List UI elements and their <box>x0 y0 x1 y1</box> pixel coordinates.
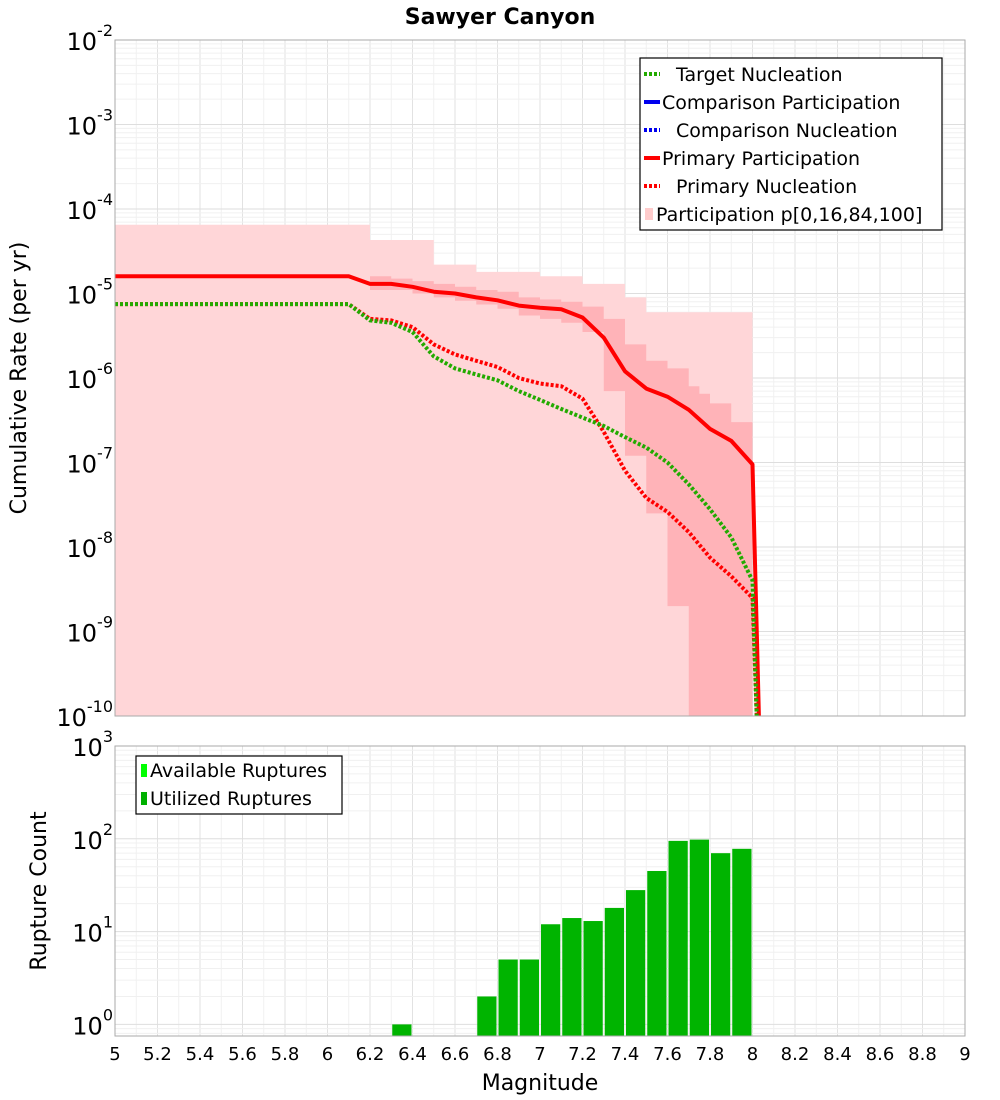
rate-legend: Target Nucleation Comparison Participatio… <box>639 57 943 231</box>
x-tick-label: 7 <box>534 1044 545 1065</box>
rate-plot-border <box>114 39 966 717</box>
x-tick-label: 6.4 <box>398 1044 427 1065</box>
rupture-bar <box>498 959 518 1036</box>
legend-label: Comparison Participation <box>662 92 900 114</box>
count-legend: Available Ruptures Utilized Ruptures <box>135 755 343 815</box>
legend-swatch <box>141 764 147 777</box>
x-tick-label: 5 <box>109 1044 120 1065</box>
x-tick-label: 5.2 <box>143 1044 172 1065</box>
x-tick-label: 8.2 <box>781 1044 810 1065</box>
y-tick-label: 10-3 <box>67 106 114 141</box>
x-tick-label: 6.8 <box>483 1044 512 1065</box>
x-tick-label: 9 <box>959 1044 970 1065</box>
rupture-bar <box>604 907 624 1036</box>
y-tick-label: 10-7 <box>67 444 114 479</box>
count-y-axis-label: Rupture Count <box>27 811 52 971</box>
count-legend-box <box>135 755 343 815</box>
y-tick-label: 103 <box>72 727 113 762</box>
count-plot: 103 102 101 100 5 5.2 5.4 5.6 5.8 6 6.2 6.4 6.6 6.8 7… <box>27 727 971 1096</box>
x-tick-label: 6 <box>322 1044 333 1065</box>
y-tick-label: 10-10 <box>56 697 113 732</box>
y-tick-label: 10-4 <box>67 190 114 225</box>
legend-label: Primary Nucleation <box>676 176 857 198</box>
x-tick-label: 6.2 <box>356 1044 385 1065</box>
y-tick-label: 101 <box>72 913 113 948</box>
x-axis-label: Magnitude <box>482 1071 599 1096</box>
rate-y-ticks: 10-2 10-3 10-4 10-5 10-6 10-7 10-8 10-9 10-10 <box>56 21 113 732</box>
x-tick-label: 5.4 <box>186 1044 215 1065</box>
rupture-bar <box>711 853 731 1036</box>
y-tick-label: 10-6 <box>67 359 114 394</box>
legend-label: Primary Participation <box>662 148 860 170</box>
rate-y-axis-label: Cumulative Rate (per yr) <box>7 242 32 515</box>
x-tick-label: 8.8 <box>908 1044 937 1065</box>
x-tick-label: 8 <box>747 1044 758 1065</box>
rupture-bar <box>477 996 497 1036</box>
x-tick-label: 6.6 <box>441 1044 470 1065</box>
x-tick-label: 8.6 <box>866 1044 895 1065</box>
series-target-nucleation <box>115 302 759 717</box>
series-primary-participation <box>115 274 761 717</box>
rupture-bar <box>647 870 667 1036</box>
legend-label: Available Ruptures <box>150 760 327 782</box>
legend-label: Target Nucleation <box>675 64 843 86</box>
x-tick-label: 5.6 <box>228 1044 257 1065</box>
x-tick-label: 7.2 <box>568 1044 597 1065</box>
rupture-bar <box>519 959 539 1036</box>
x-tick-label: 8.4 <box>823 1044 852 1065</box>
y-tick-label: 10-8 <box>67 528 114 563</box>
legend-swatch <box>645 208 653 220</box>
rupture-bar <box>689 839 709 1036</box>
x-tick-label: 7.8 <box>696 1044 725 1065</box>
rupture-bar <box>583 921 603 1036</box>
legend-swatch <box>141 792 147 805</box>
count-y-ticks: 103 102 101 100 <box>72 727 113 1040</box>
legend-label: Comparison Nucleation <box>676 120 898 142</box>
rate-series <box>115 274 761 717</box>
y-tick-label: 102 <box>72 820 113 855</box>
series-primary-nucleation <box>115 302 759 717</box>
rupture-bars <box>392 839 752 1036</box>
x-tick-label: 7.6 <box>653 1044 682 1065</box>
y-tick-label: 10-2 <box>67 21 114 56</box>
y-tick-label: 10-9 <box>67 613 114 648</box>
band-p16-p84 <box>115 276 753 716</box>
rupture-bar <box>626 890 646 1036</box>
band-p0-p100 <box>115 224 753 716</box>
rate-plot: 10-2 10-3 10-4 10-5 10-6 10-7 10-8 10-9 10-10 Cu… <box>7 21 966 732</box>
rupture-bar <box>392 1024 412 1036</box>
count-plot-border <box>114 745 966 1037</box>
x-tick-label: 5.8 <box>271 1044 300 1065</box>
y-tick-label: 100 <box>72 1005 113 1040</box>
rupture-bar <box>732 848 752 1036</box>
chart-title: Sawyer Canyon <box>405 5 596 30</box>
y-tick-label: 10-5 <box>67 275 114 310</box>
x-tick-label: 7.4 <box>611 1044 640 1065</box>
legend-label: Participation p[0,16,84,100] <box>656 204 922 226</box>
participation-bands <box>115 224 753 716</box>
legend-label: Utilized Ruptures <box>150 788 312 810</box>
rupture-bar <box>668 840 688 1036</box>
rupture-bar <box>541 924 561 1036</box>
rupture-bar <box>562 918 582 1036</box>
rate-legend-box <box>639 57 943 231</box>
magnitude-x-ticks: 5 5.2 5.4 5.6 5.8 6 6.2 6.4 6.6 6.8 7 7.2 7.4 7.6 7.8 8… <box>109 1044 970 1065</box>
